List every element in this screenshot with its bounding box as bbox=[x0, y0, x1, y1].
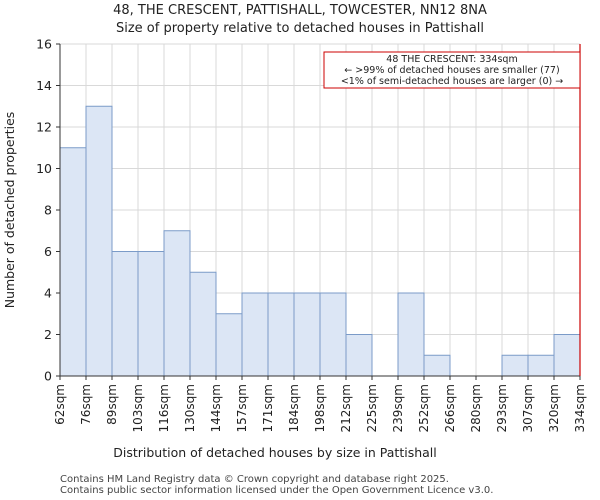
bar bbox=[397, 292, 425, 377]
y-tick-label: 8 bbox=[44, 203, 52, 218]
bar bbox=[241, 292, 269, 377]
bar bbox=[527, 354, 555, 377]
x-tick-label: 334sqm bbox=[573, 384, 587, 432]
x-tick-label: 116sqm bbox=[157, 384, 171, 432]
bar bbox=[345, 334, 373, 377]
x-tick-label: 130sqm bbox=[183, 384, 197, 432]
x-tick-label: 62sqm bbox=[53, 384, 67, 425]
y-ticks: 0 2 4 6 8 10 12 14 16 bbox=[36, 37, 60, 384]
bar bbox=[111, 251, 139, 377]
bar bbox=[293, 292, 321, 377]
annotation-box: 48 THE CRESCENT: 334sqm ← >99% of detach… bbox=[323, 51, 581, 89]
x-tick-label: 184sqm bbox=[287, 384, 301, 432]
annotation-frame bbox=[323, 51, 581, 89]
footer-licence: Contains public sector information licen… bbox=[60, 485, 494, 496]
x-tick-label: 198sqm bbox=[313, 384, 327, 432]
x-tick-label: 320sqm bbox=[547, 384, 561, 432]
bar bbox=[501, 354, 529, 377]
bars bbox=[59, 105, 581, 377]
chart-title: 48, THE CRESCENT, PATTISHALL, TOWCESTER,… bbox=[113, 3, 487, 18]
bar bbox=[267, 292, 295, 377]
annotation-line2: ← >99% of detached houses are smaller (7… bbox=[344, 65, 559, 76]
x-tick-label: 293sqm bbox=[495, 384, 509, 432]
y-tick-label: 12 bbox=[36, 120, 52, 135]
y-tick-label: 2 bbox=[44, 327, 52, 342]
y-tick-label: 4 bbox=[44, 286, 52, 301]
annotation-line1: 48 THE CRESCENT: 334sqm bbox=[386, 54, 517, 65]
y-tick-label: 10 bbox=[36, 161, 52, 176]
x-axis-label: Distribution of detached houses by size … bbox=[113, 445, 437, 460]
chart-subtitle: Size of property relative to detached ho… bbox=[115, 21, 485, 36]
x-ticks: 62sqm 76sqm 89sqm 103sqm 116sqm 130sqm 144sqm 1… bbox=[53, 376, 587, 432]
bar bbox=[163, 230, 191, 377]
x-tick-label: 103sqm bbox=[131, 384, 145, 432]
bar bbox=[319, 292, 347, 377]
bar bbox=[137, 251, 165, 377]
x-tick-label: 239sqm bbox=[391, 384, 405, 432]
x-tick-label: 266sqm bbox=[443, 384, 457, 432]
x-tick-label: 89sqm bbox=[105, 384, 119, 425]
x-tick-label: 212sqm bbox=[339, 384, 353, 432]
y-tick-label: 14 bbox=[36, 78, 52, 93]
bar bbox=[59, 147, 87, 377]
bar bbox=[189, 271, 217, 377]
footer-copyright: Contains HM Land Registry data © Crown c… bbox=[60, 474, 449, 485]
bar bbox=[215, 313, 243, 377]
x-tick-label: 171sqm bbox=[261, 384, 275, 432]
y-tick-label: 6 bbox=[44, 244, 52, 259]
y-tick-label: 16 bbox=[36, 37, 52, 52]
x-tick-label: 252sqm bbox=[417, 384, 431, 432]
x-tick-label: 144sqm bbox=[209, 384, 223, 432]
x-tick-label: 76sqm bbox=[79, 384, 93, 425]
x-tick-label: 280sqm bbox=[469, 384, 483, 432]
bar bbox=[423, 354, 451, 377]
annotation-line3: <1% of semi-detached houses are larger (… bbox=[341, 76, 563, 87]
bar bbox=[85, 105, 113, 377]
y-tick-label: 0 bbox=[44, 369, 52, 384]
bar bbox=[553, 334, 581, 377]
x-tick-label: 225sqm bbox=[365, 384, 379, 432]
x-tick-label: 307sqm bbox=[521, 384, 535, 432]
x-tick-label: 157sqm bbox=[235, 384, 249, 432]
y-axis-label: Number of detached properties bbox=[2, 112, 17, 309]
